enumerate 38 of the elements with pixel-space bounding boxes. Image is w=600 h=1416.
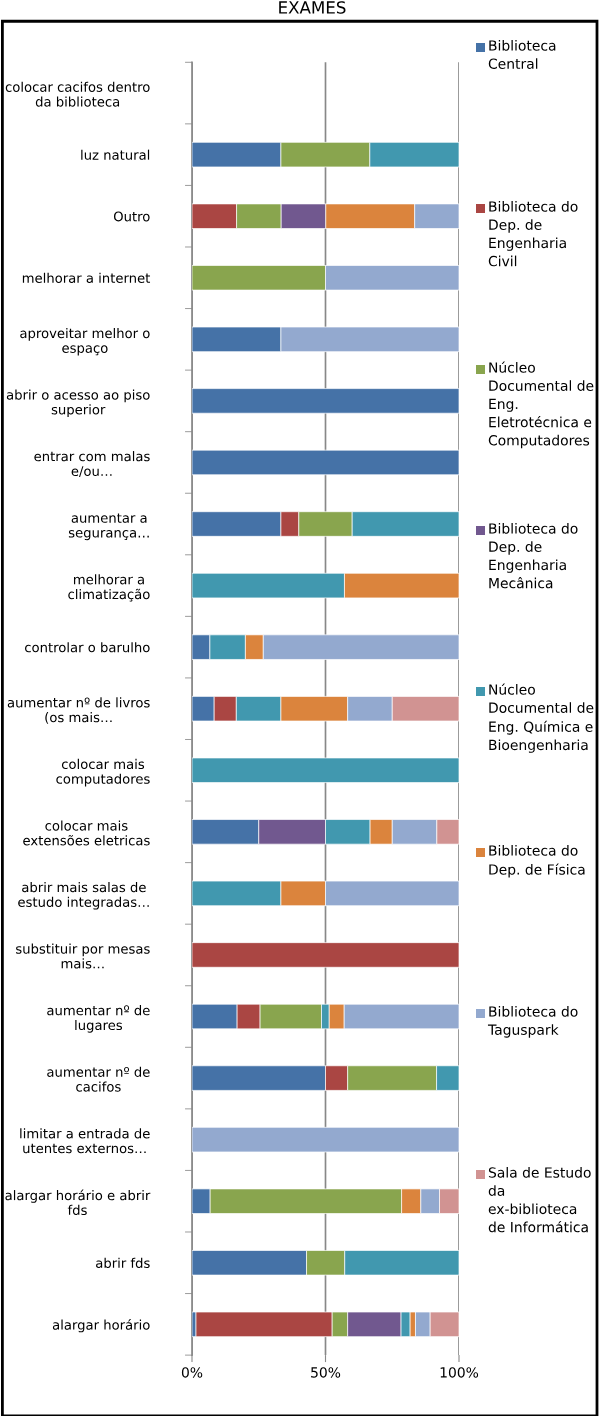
bar — [192, 942, 459, 968]
legend-label: Núcleo Documental de Eng. Eletrotécnica e Computadores — [488, 361, 594, 449]
legend-label: Biblioteca do Dep. de Engenharia Mecânica — [489, 523, 578, 589]
legend-label: Biblioteca do Dep. de Física — [489, 845, 585, 878]
y-tick-label: limitar a entrada de utentes externos… — [20, 1128, 150, 1154]
y-tick-label: colocar mais computadores — [56, 758, 150, 787]
bar — [192, 449, 459, 476]
y-tick-label: abrir o acesso ao piso superior — [6, 389, 150, 418]
y-tick-label: aumentar nº de cacifos — [47, 1066, 150, 1092]
legend-label: Biblioteca do Taguspark — [487, 1006, 578, 1038]
y-tick-label: colocar mais extensões eletricas — [23, 820, 150, 846]
bar — [192, 388, 459, 414]
x-tick-label: 50% — [311, 1367, 341, 1378]
y-tick-label: substituir por mesas mais… — [16, 943, 150, 969]
y-tick-label: luz natural — [81, 149, 150, 160]
y-tick-label: abrir mais salas de estudo integradas… — [18, 882, 149, 910]
y-tick-label: alargar horário — [52, 1319, 150, 1333]
bar — [192, 757, 459, 783]
y-tick-label: alargar horário e abrir fds — [5, 1189, 151, 1216]
y-tick-label: aumentar nº de livros (os mais… — [7, 697, 150, 724]
legend-label: Sala de Estudo da ex-biblioteca de Informática — [488, 1167, 591, 1233]
legend-label: Biblioteca Central — [488, 40, 556, 69]
y-tick-label: melhorar a climatização — [68, 574, 150, 602]
legend-label: Biblioteca do Dep. de Engenharia Civil — [488, 201, 578, 267]
legend-label: Núcleo Documental de Eng. Química e Bioengenharia — [489, 683, 594, 753]
y-tick-label: aumentar a segurança… — [68, 513, 149, 541]
y-tick-label: entrar com malas e/ou… — [34, 451, 150, 478]
y-tick-label: controlar o barulho — [25, 642, 150, 653]
chart-title: EXAMES — [279, 1, 346, 14]
x-tick-label: 100% — [440, 1367, 479, 1378]
y-tick-label: aproveitar melhor o espaço — [20, 327, 150, 356]
y-tick-label: colocar cacifos dentro da biblioteca — [5, 81, 150, 107]
y-tick-label: Outro — [113, 211, 150, 222]
x-tick-label: 0% — [181, 1367, 203, 1378]
y-tick-label: abrir fds — [96, 1257, 150, 1268]
y-tick-label: melhorar a internet — [22, 272, 151, 283]
bar — [192, 1126, 459, 1153]
y-tick-label: aumentar nº de lugares — [47, 1005, 150, 1033]
